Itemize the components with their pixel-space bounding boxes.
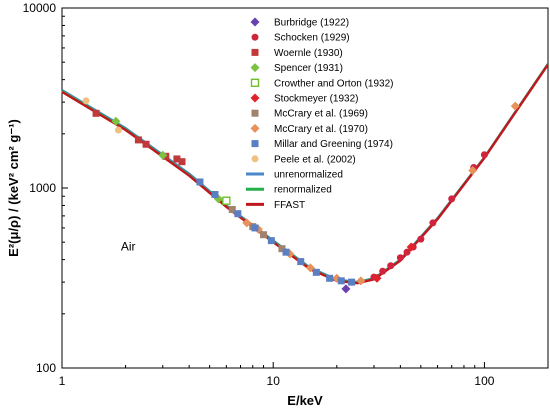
data-point-millar-and-greening-1974	[234, 210, 242, 218]
data-point-schocken-1929	[387, 262, 395, 270]
data-point-stockmeyer-1932	[406, 242, 416, 252]
data-point-mccrary-et-al-1970	[510, 101, 520, 111]
legend-label-unrenormalized: unrenormalized	[274, 170, 343, 181]
legend-swatch-crowther-and-orton-1932	[250, 78, 260, 88]
data-point-millar-and-greening-1974	[297, 258, 305, 266]
data-point-schocken-1929	[448, 195, 456, 203]
data-point-millar-and-greening-1974	[211, 191, 219, 199]
y-axis-title: E²(μ/ρ) / (keV² cm² g⁻¹)	[6, 119, 21, 257]
data-point-millar-and-greening-1974	[337, 277, 345, 285]
data-point-peele-et-al-2002	[114, 126, 122, 134]
y-tick-label: 1000	[29, 181, 56, 195]
data-point-schocken-1929	[480, 151, 488, 159]
x-tick-label: 100	[474, 374, 494, 388]
legend-swatch-woernle-1930	[251, 48, 259, 56]
legend-label-mccrary-et-al-1970: McCrary et al. (1970)	[274, 124, 368, 135]
legend-label-millar-and-greening-1974: Millar and Greening (1974)	[274, 139, 393, 150]
legend-swatch-burbridge-1922	[250, 17, 260, 27]
data-point-woernle-1930	[142, 140, 150, 148]
data-point-mccrary-et-al-1969	[260, 231, 268, 239]
x-axis-title: E/keV	[287, 393, 323, 408]
annotation-label: Air	[121, 239, 136, 253]
data-point-mccrary-et-al-1969	[278, 245, 286, 253]
y-tick-label: 10000	[23, 1, 57, 15]
data-point-millar-and-greening-1974	[282, 248, 290, 256]
axes: 1 10 100 100 1000 10000	[23, 1, 549, 388]
y-tick-label: 100	[36, 361, 56, 375]
data-point-mccrary-et-al-1969	[228, 205, 236, 213]
data-point-millar-and-greening-1974	[251, 224, 259, 232]
legend: Burbridge (1922) Schocken (1929) Woernle (…	[246, 17, 394, 211]
data-point-stockmeyer-1932	[372, 273, 382, 283]
legend-swatch-peele-et-al-2002	[251, 155, 259, 163]
data-point-burbridge-1922	[341, 284, 351, 294]
legend-label-crowther-and-orton-1932: Crowther and Orton (1932)	[274, 78, 394, 89]
data-point-woernle-1930	[134, 136, 142, 144]
legend-label-burbridge-1922: Burbridge (1922)	[274, 18, 349, 29]
legend-swatch-spencer-1931	[250, 63, 260, 73]
data-point-schocken-1929	[403, 248, 411, 256]
legend-label-schocken-1929: Schocken (1929)	[274, 33, 350, 44]
x-tick-label: 10	[267, 374, 281, 388]
data-point-schocken-1929	[379, 267, 387, 275]
data-point-spencer-1931	[158, 150, 168, 160]
data-point-schocken-1929	[396, 254, 404, 262]
legend-label-renormalized: renormalized	[274, 185, 332, 196]
legend-label-mccrary-et-al-1969: McCrary et al. (1969)	[274, 109, 368, 120]
data-point-crowther-and-orton-1932	[222, 196, 231, 205]
data-point-mccrary-et-al-1970	[356, 276, 366, 286]
data-point-mccrary-et-al-1970	[468, 166, 478, 176]
data-point-woernle-1930	[173, 155, 181, 163]
data-point-millar-and-greening-1974	[196, 178, 204, 186]
data-point-woernle-1930	[92, 109, 100, 117]
legend-label-stockmeyer-1932: Stockmeyer (1932)	[274, 94, 358, 105]
x-tick-label: 1	[59, 374, 66, 388]
legend-swatch-stockmeyer-1932	[250, 93, 260, 103]
legend-swatch-mccrary-et-al-1969	[251, 109, 259, 117]
legend-label-peele-et-al-2002: Peele et al. (2002)	[274, 154, 356, 165]
data-point-millar-and-greening-1974	[348, 278, 356, 286]
data-point-millar-and-greening-1974	[267, 237, 275, 245]
data-point-peele-et-al-2002	[82, 97, 90, 105]
data-point-mccrary-et-al-1970	[242, 218, 252, 228]
legend-swatch-schocken-1929	[251, 33, 259, 41]
data-point-schocken-1929	[429, 219, 437, 227]
data-point-spencer-1931	[111, 116, 121, 126]
legend-label-spencer-1931: Spencer (1931)	[274, 63, 343, 74]
data-point-woernle-1930	[178, 158, 186, 166]
legend-swatch-mccrary-et-al-1970	[250, 123, 260, 133]
legend-label-woernle-1930: Woernle (1930)	[274, 48, 343, 59]
legend-label-ffast: FFAST	[274, 200, 305, 211]
data-point-mccrary-et-al-1970	[305, 263, 315, 273]
data-points	[82, 97, 520, 294]
data-point-millar-and-greening-1974	[312, 268, 320, 276]
legend-swatch-millar-and-greening-1974	[251, 140, 259, 148]
data-point-millar-and-greening-1974	[326, 274, 334, 282]
data-point-schocken-1929	[417, 235, 425, 243]
